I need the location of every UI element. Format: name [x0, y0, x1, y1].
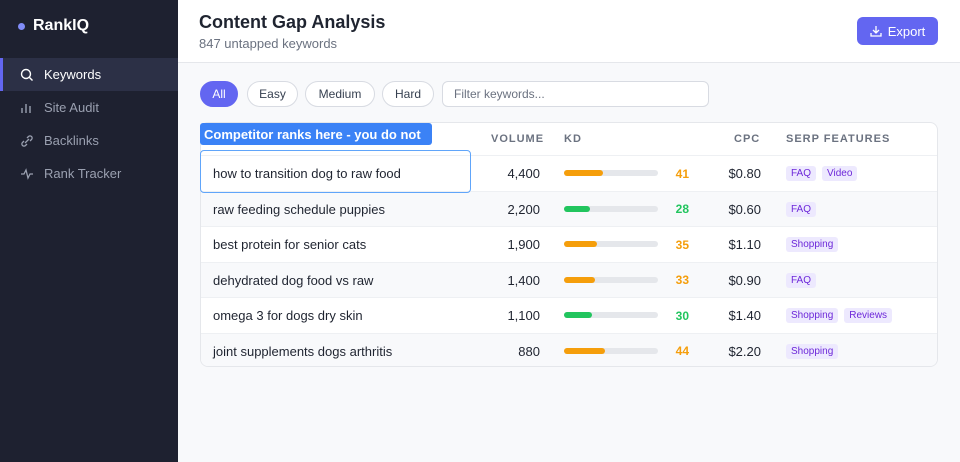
- kd-bar: [564, 276, 596, 283]
- export-label: Export: [887, 23, 926, 39]
- volume: 2,200: [507, 201, 540, 217]
- kd-track: [564, 347, 658, 354]
- kd-value: 41: [675, 166, 689, 181]
- page-title: Content Gap Analysis: [199, 12, 386, 32]
- column-header: SERP FEATURES: [786, 133, 891, 145]
- table-row[interactable]: how to transition dog to raw food 4,400 41…: [201, 155, 937, 191]
- kd-track: [564, 170, 658, 176]
- serp-tag: FAQ: [786, 166, 817, 181]
- brand-name: RankIQ: [33, 17, 90, 34]
- header: Content Gap Analysis 847 untapped keywor…: [178, 0, 960, 63]
- filter-chip[interactable]: Hard: [382, 81, 434, 107]
- cpc: $1.40: [728, 308, 761, 323]
- filter-chip[interactable]: Easy: [247, 81, 298, 107]
- serp-features: Shopping Reviews: [786, 298, 898, 333]
- volume: 4,400: [507, 166, 540, 181]
- keyword: raw feeding schedule puppies: [213, 201, 386, 217]
- nav-label: Backlinks: [44, 133, 99, 148]
- serp-tag: Reviews: [844, 308, 893, 323]
- sidebar: RankIQ Keywords Site Audit Backlinks Rank T…: [0, 0, 178, 462]
- kd-value: 33: [675, 273, 689, 287]
- filter-chip[interactable]: All: [200, 81, 238, 107]
- serp-features: FAQ: [786, 263, 822, 298]
- serp-tag: Video: [822, 166, 858, 181]
- kd-value: 28: [675, 202, 689, 216]
- cpc: $2.20: [728, 343, 761, 359]
- nav-item[interactable]: Backlinks: [0, 124, 178, 157]
- tooltip: Competitor ranks here - you do not: [200, 123, 432, 145]
- keyword: dehydrated dog food vs raw: [213, 272, 374, 288]
- keyword: omega 3 for dogs dry skin: [213, 308, 363, 323]
- search-placeholder: Filter keywords...: [454, 87, 545, 101]
- cpc: $0.90: [728, 272, 761, 288]
- table-row[interactable]: joint supplements dogs arthritis 880 44 $2.…: [201, 332, 937, 367]
- serp-features: FAQ: [786, 192, 822, 227]
- volume: 1,900: [507, 237, 540, 252]
- serp-features: FAQ Video: [786, 156, 863, 191]
- brand: RankIQ: [18, 17, 89, 35]
- nav-label: Keywords: [44, 67, 102, 82]
- export-button[interactable]: Export: [857, 17, 938, 45]
- filter-chip[interactable]: Medium: [305, 81, 375, 107]
- keyword: how to transition dog to raw food: [213, 166, 401, 181]
- serp-features: Shopping: [786, 227, 844, 262]
- table-row[interactable]: omega 3 for dogs dry skin 1,100 30 $1.40 Sho…: [201, 297, 937, 333]
- column-header: CPC: [734, 133, 761, 145]
- serp-features: Shopping: [786, 334, 844, 367]
- kd-bar: [564, 312, 593, 318]
- volume: 880: [518, 343, 540, 359]
- volume: 1,400: [507, 272, 540, 288]
- nav-label: Site Audit: [44, 100, 99, 115]
- kd-track: [564, 241, 658, 247]
- nav-item[interactable]: Site Audit: [0, 91, 178, 124]
- nav-item[interactable]: Rank Tracker: [0, 157, 178, 190]
- search-input[interactable]: Filter keywords...: [442, 81, 709, 107]
- keyword-table: VOLUME KD CPC SERP FEATURES how to transitio…: [200, 122, 938, 367]
- column-header: KD: [564, 133, 582, 145]
- keyword: best protein for senior cats: [213, 237, 367, 252]
- kd-bar: [564, 241, 597, 247]
- row-highlight: [200, 150, 471, 193]
- kd-track: [564, 205, 658, 212]
- volume: 1,100: [507, 308, 540, 323]
- cpc: $0.60: [728, 201, 761, 217]
- serp-tag: FAQ: [786, 272, 817, 288]
- cpc: $0.80: [728, 166, 761, 181]
- serp-tag: Shopping: [786, 237, 839, 252]
- column-header: VOLUME: [491, 133, 545, 145]
- page-subtitle: 847 untapped keywords: [199, 36, 338, 51]
- nav-label: Rank Tracker: [44, 166, 122, 181]
- table-row[interactable]: dehydrated dog food vs raw 1,400 33 $0.90 FA…: [201, 261, 937, 298]
- cpc: $1.10: [728, 237, 761, 252]
- kd-bar: [564, 170, 603, 176]
- table-row[interactable]: raw feeding schedule puppies 2,200 28 $0.60…: [201, 190, 937, 227]
- table-row[interactable]: best protein for senior cats 1,900 35 $1.10…: [201, 226, 937, 262]
- kd-value: 35: [675, 237, 689, 252]
- keyword: joint supplements dogs arthritis: [213, 343, 393, 359]
- kd-bar: [564, 205, 591, 212]
- kd-value: 30: [675, 308, 689, 323]
- kd-bar: [564, 347, 606, 354]
- nav-item[interactable]: Keywords: [0, 58, 178, 91]
- serp-tag: Shopping: [786, 343, 839, 359]
- serp-tag: FAQ: [786, 201, 817, 217]
- kd-track: [564, 276, 658, 283]
- kd-value: 44: [675, 344, 689, 358]
- kd-track: [564, 312, 658, 318]
- serp-tag: Shopping: [786, 308, 839, 323]
